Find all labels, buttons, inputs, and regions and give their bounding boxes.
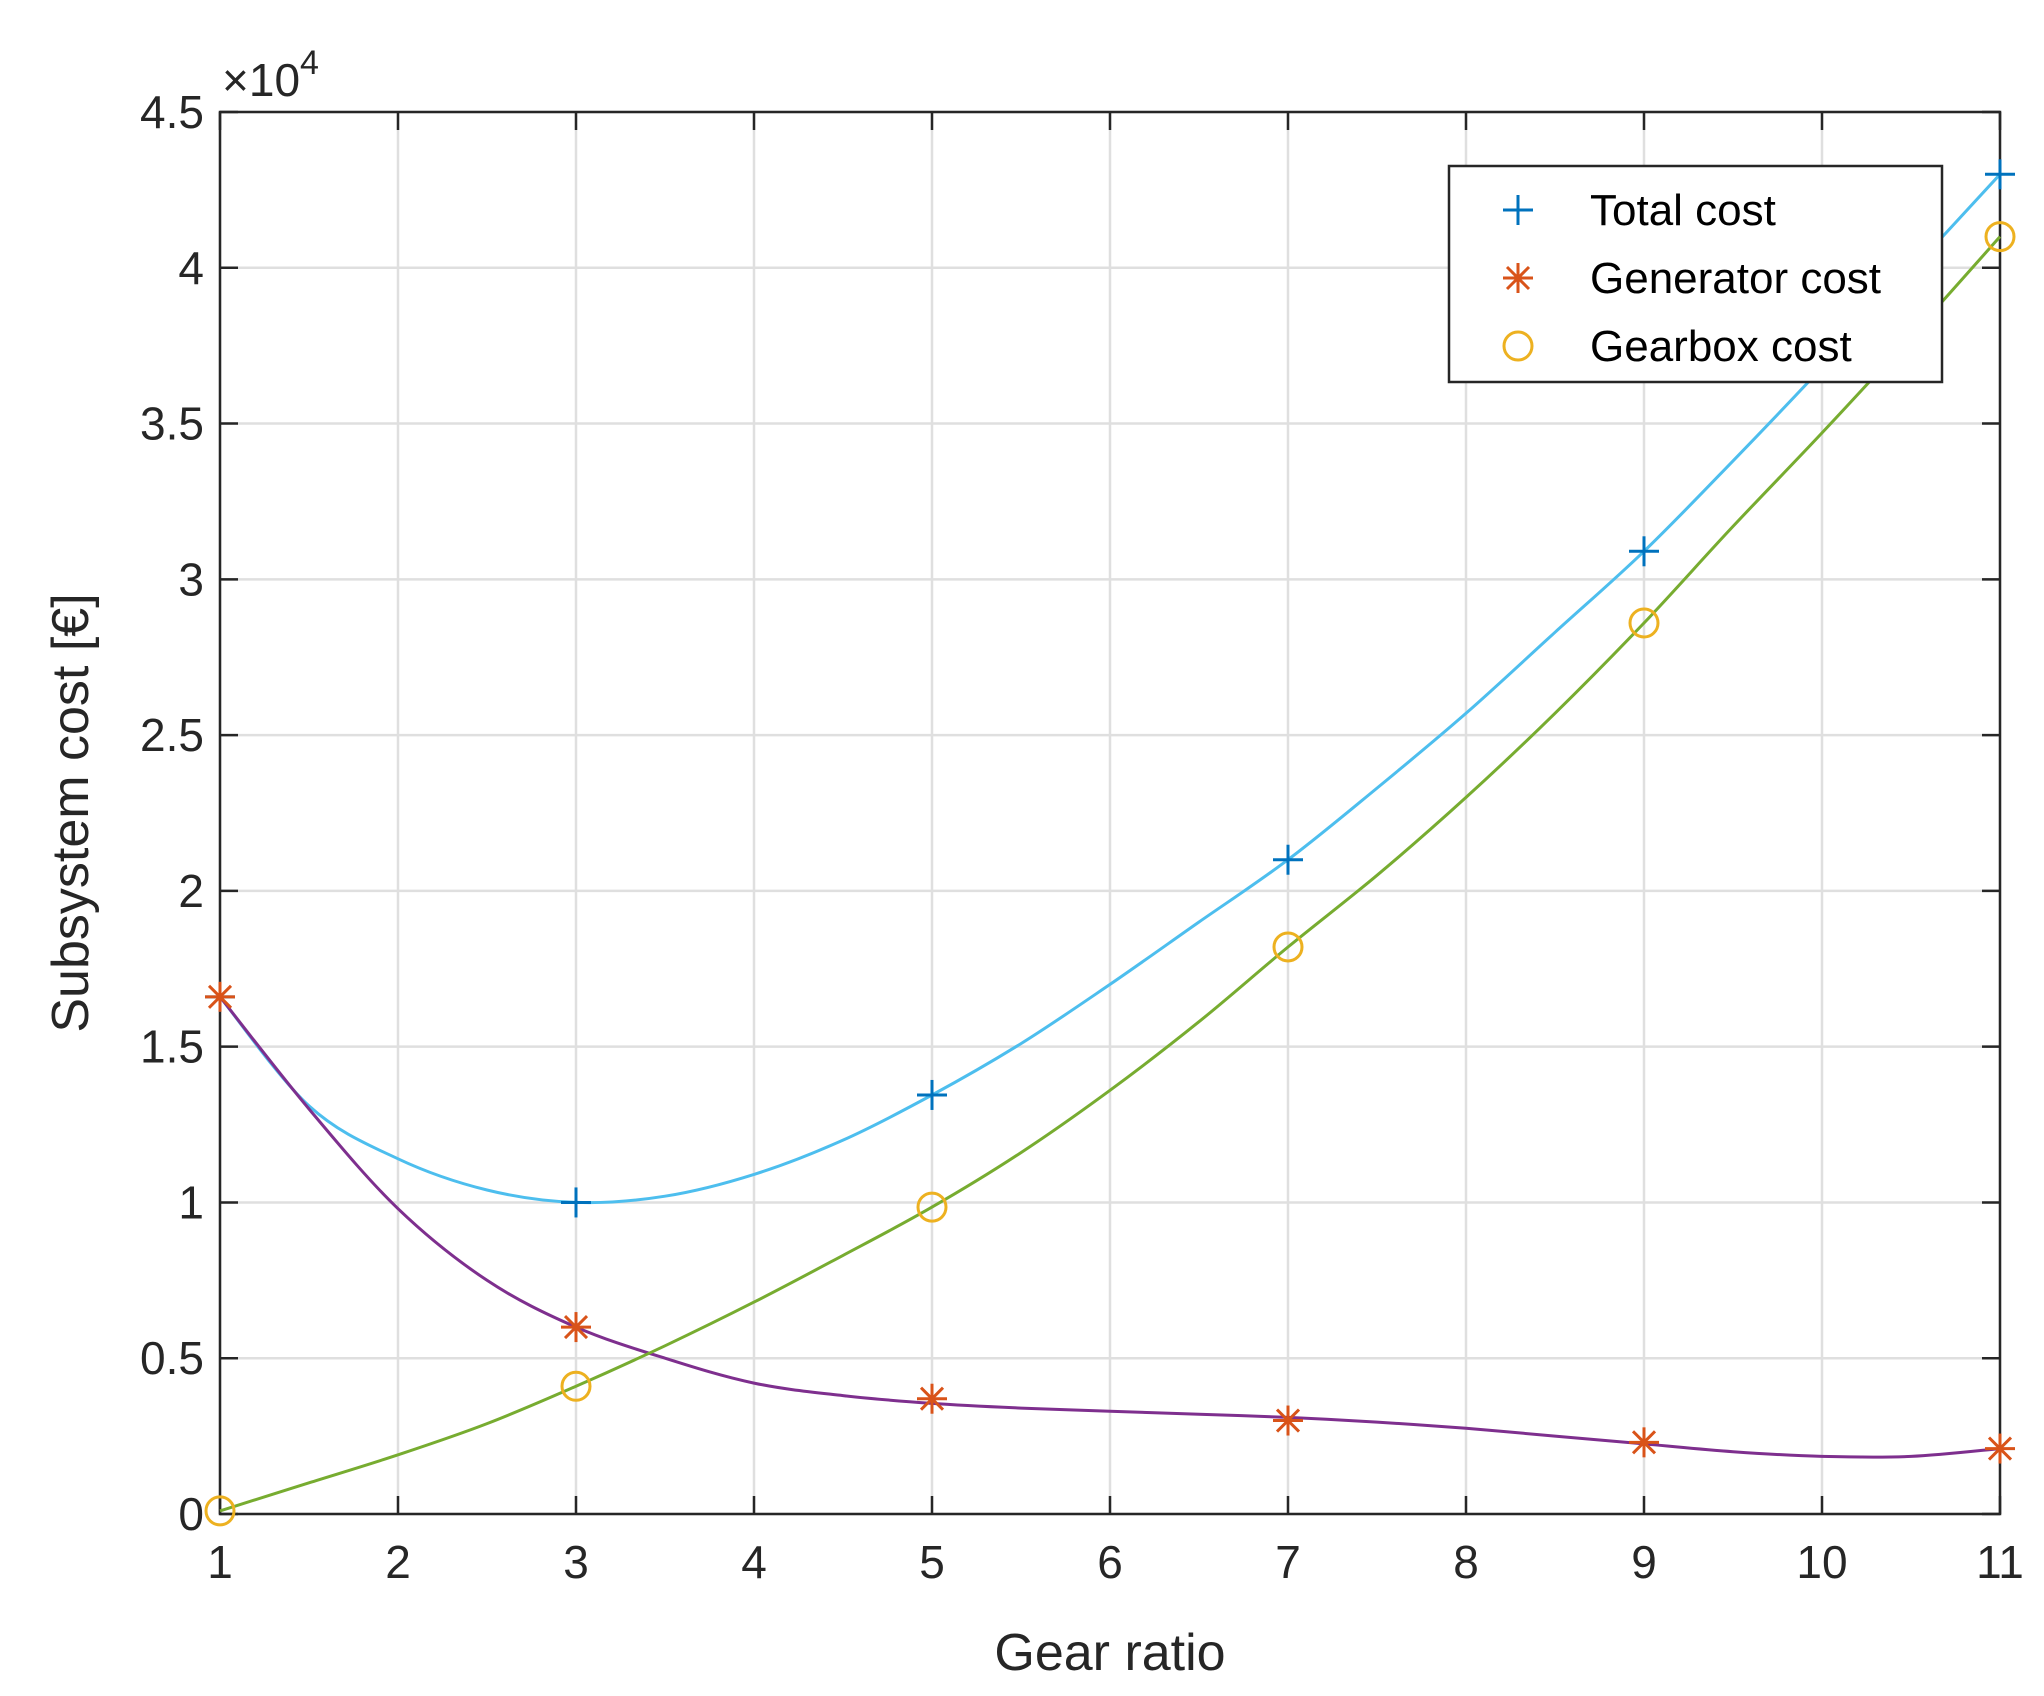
x-tick-label: 3 xyxy=(563,1536,589,1588)
generator-cost-curve xyxy=(218,995,2001,1459)
y-tick-label: 1 xyxy=(178,1176,204,1228)
y-tick-label: 4.5 xyxy=(140,86,204,138)
legend-total-cost-marker xyxy=(1503,195,1533,225)
legend-item-total-cost: Total cost xyxy=(1503,186,1776,235)
legend-generator-cost-marker xyxy=(1503,263,1533,293)
legend-gearbox-cost-marker xyxy=(1502,330,1534,362)
legend-generator-cost-label: Generator cost xyxy=(1590,254,1881,303)
x-tick-label: 9 xyxy=(1631,1536,1657,1588)
x-tick-label: 1 xyxy=(207,1536,233,1588)
x-tick-labels: 1 2 3 4 5 6 7 8 9 10 11 xyxy=(207,1536,2024,1588)
x-tick-label: 5 xyxy=(919,1536,945,1588)
total-cost-marker xyxy=(561,1187,591,1218)
legend-item-generator-cost: Generator cost xyxy=(1503,254,1881,303)
legend-total-cost-label: Total cost xyxy=(1590,186,1776,235)
y-exponent-base: ×10 xyxy=(222,54,300,106)
gearbox-cost-marker xyxy=(560,1370,592,1402)
x-tick-label: 7 xyxy=(1275,1536,1301,1588)
x-tick-label: 2 xyxy=(385,1536,411,1588)
x-tick-label: 6 xyxy=(1097,1536,1123,1588)
y-tick-label: 2 xyxy=(178,865,204,917)
generator-cost-marker xyxy=(1629,1427,1659,1458)
gearbox-cost-marker xyxy=(1628,607,1660,639)
markers xyxy=(204,159,2016,1527)
legend-item-gearbox-cost: Gearbox cost xyxy=(1502,322,1852,371)
y-tick-label: 3.5 xyxy=(140,398,204,450)
y-tick-label: 0 xyxy=(178,1488,204,1540)
y-exponent-power: 4 xyxy=(300,44,319,82)
y-tick-label: 1.5 xyxy=(140,1021,204,1073)
y-tick-label: 3 xyxy=(178,553,204,605)
gearbox-cost-curve xyxy=(219,235,2002,1513)
x-tick-label: 8 xyxy=(1453,1536,1479,1588)
x-tick-label: 10 xyxy=(1796,1536,1847,1588)
legend-gearbox-cost-label: Gearbox cost xyxy=(1590,322,1852,371)
gearbox-cost-marker xyxy=(916,1191,948,1223)
generator-cost-marker xyxy=(205,981,235,1012)
generator-cost-marker xyxy=(1985,1433,2015,1464)
x-axis-label: Gear ratio xyxy=(994,1624,1225,1682)
generator-cost-marker xyxy=(1273,1405,1303,1436)
gearbox-cost-marker xyxy=(1272,931,1304,963)
total-cost-curve xyxy=(218,173,2002,1205)
total-cost-marker xyxy=(1273,844,1303,875)
y-tick-label: 4 xyxy=(178,242,204,294)
y-axis-label: Subsystem cost [€] xyxy=(42,593,100,1032)
legend: Total cost Generator cost Gearbox cost xyxy=(1447,164,1944,384)
curves xyxy=(218,173,2002,1513)
generator-cost-marker xyxy=(561,1312,591,1343)
generator-cost-marker xyxy=(917,1383,947,1414)
gearbox-cost-marker xyxy=(1984,221,2016,253)
total-cost-marker xyxy=(1985,159,2015,190)
axes xyxy=(218,110,2002,1516)
y-tick-label: 0.5 xyxy=(140,1332,204,1384)
y-tick-label: 2.5 xyxy=(140,709,204,761)
gearbox-cost-marker xyxy=(204,1495,236,1527)
legend-entries: Total cost Generator cost Gearbox cost xyxy=(1502,186,1881,371)
y-tick-labels: 0 0.5 1 1.5 2 2.5 3 3.5 4 4.5 xyxy=(140,86,204,1540)
total-cost-marker xyxy=(917,1079,947,1110)
x-tick-label: 4 xyxy=(741,1536,767,1588)
total-cost-marker xyxy=(1629,536,1659,567)
y-exponent-label: ×104 xyxy=(222,44,319,106)
x-tick-label: 11 xyxy=(1976,1536,2024,1588)
